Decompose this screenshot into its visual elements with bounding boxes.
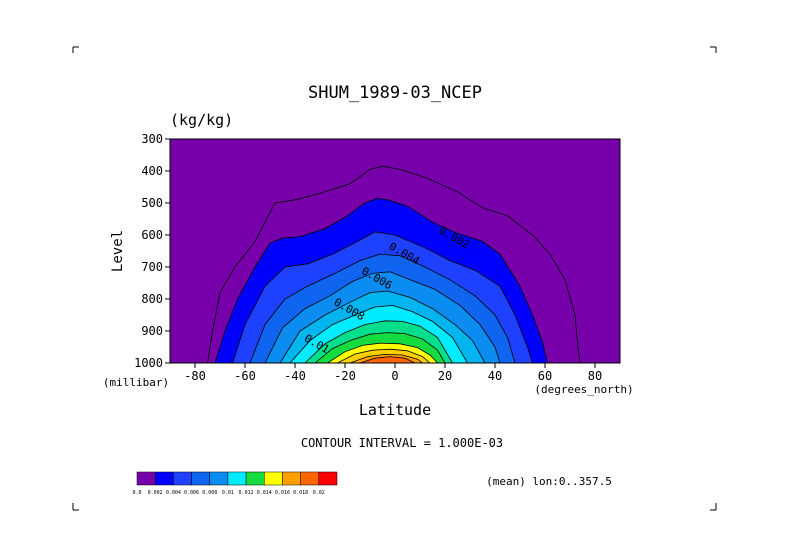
x-tick-label: -60 xyxy=(234,369,256,383)
contour-line-outer xyxy=(207,165,581,363)
colorbar-label: 0.008 xyxy=(202,490,217,496)
x-tick-label: 60 xyxy=(538,369,552,383)
colorbar-label: 0.002 xyxy=(148,490,163,496)
contour-line xyxy=(304,320,453,363)
x-tick-label: 80 xyxy=(588,369,602,383)
contour-interval-text: CONTOUR INTERVAL = 1.000E-03 xyxy=(301,436,503,450)
colorbar-swatch xyxy=(227,471,247,486)
colorbar: 0.0 0.002 0.004 0.006 0.008 0.01 0.012 0.014 0.0… xyxy=(132,471,338,496)
contour-line xyxy=(359,356,416,363)
x-tick-label: 40 xyxy=(488,369,502,383)
colorbar-label: 0.018 xyxy=(293,490,308,496)
colorbar-label: 0.004 xyxy=(166,490,181,496)
colorbar-swatch xyxy=(318,471,338,486)
contour-line xyxy=(279,290,486,363)
footer-note: (mean) lon:0..357.5 xyxy=(486,475,612,488)
x-unit-label: (degrees_north) xyxy=(534,383,633,396)
colorbar-label: 0.01 xyxy=(222,490,234,496)
contour-line xyxy=(289,304,468,363)
y-tick-label: 300 xyxy=(141,132,163,146)
colorbar-label: 0.0 xyxy=(132,490,141,496)
colorbar-swatch xyxy=(136,471,156,486)
contour-line xyxy=(327,342,438,363)
colorbar-swatch xyxy=(209,471,229,486)
colorbar-swatch xyxy=(264,471,283,486)
x-axis-label: Latitude xyxy=(359,401,431,419)
contour-line xyxy=(264,271,501,363)
colorbar-swatch xyxy=(191,471,210,486)
y-unit-label: (millibar) xyxy=(103,376,169,389)
colorbar-label: 0.02 xyxy=(313,490,325,496)
contour-line xyxy=(314,332,446,363)
colorbar-swatch xyxy=(245,471,265,486)
colorbar-swatch xyxy=(173,471,192,486)
x-tick-label: -80 xyxy=(184,369,206,383)
x-tick-label: -20 xyxy=(334,369,356,383)
colorbar-swatch xyxy=(282,471,301,486)
y-tick-label: 500 xyxy=(141,196,163,210)
colorbar-label: 0.012 xyxy=(239,490,254,496)
colorbar-swatch xyxy=(154,471,174,486)
y-tick-label: 900 xyxy=(141,324,163,338)
contour-line xyxy=(337,348,431,363)
corner-marks xyxy=(72,46,717,511)
colorbar-label: 0.016 xyxy=(275,490,290,496)
x-tick-label: 0 xyxy=(391,369,398,383)
contour-line xyxy=(214,197,548,363)
y-tick-label: 800 xyxy=(141,292,163,306)
contour-line xyxy=(349,353,423,363)
chart-title: SHUM_1989-03_NCEP xyxy=(308,83,482,103)
colorbar-swatch xyxy=(300,471,320,486)
y-tick-label: 600 xyxy=(141,228,163,242)
x-tick-label: 20 xyxy=(438,369,452,383)
contour-line xyxy=(249,253,516,363)
y-tick-label: 700 xyxy=(141,260,163,274)
y-axis-label: Level xyxy=(110,230,126,272)
colorbar-label: 0.014 xyxy=(257,490,272,496)
units-label: (kg/kg) xyxy=(170,111,233,129)
x-tick-label: -40 xyxy=(284,369,306,383)
colorbar-label: 0.006 xyxy=(184,490,199,496)
y-tick-label: 1000 xyxy=(134,356,163,370)
y-tick-label: 400 xyxy=(141,164,163,178)
contour-line xyxy=(232,231,533,363)
